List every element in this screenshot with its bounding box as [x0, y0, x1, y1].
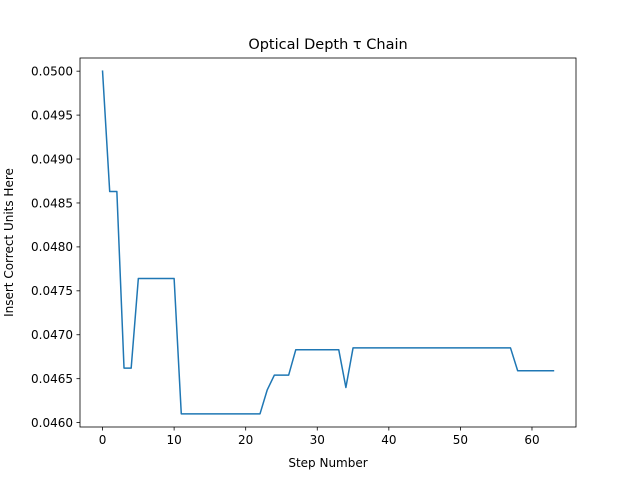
y-tick-label: 0.0470 [31, 328, 73, 342]
x-tick-label: 0 [99, 433, 107, 447]
y-tick-label: 0.0460 [31, 416, 73, 430]
y-tick-label: 0.0495 [31, 108, 73, 122]
x-axis-label: Step Number [288, 456, 367, 470]
plot-frame [79, 57, 577, 428]
x-tick-label: 60 [524, 433, 539, 447]
x-axis: 0 10 20 30 40 50 60 [99, 427, 540, 447]
y-tick-label: 0.0480 [31, 240, 73, 254]
y-tick-label: 0.0485 [31, 196, 73, 210]
y-tick-label: 0.0465 [31, 372, 73, 386]
x-tick-label: 30 [310, 433, 325, 447]
series-line [101, 70, 555, 415]
x-tick-label: 40 [381, 433, 396, 447]
x-tick-label: 20 [238, 433, 253, 447]
y-axis-label: Insert Correct Units Here [2, 168, 16, 317]
y-tick-label: 0.0475 [31, 284, 73, 298]
plot-area [101, 70, 555, 415]
y-axis: 0.0460 0.0465 0.0470 0.0475 0.0480 0.0485 0.04… [31, 64, 80, 430]
y-tick-label: 0.0500 [31, 64, 73, 78]
y-tick-label: 0.0490 [31, 152, 73, 166]
chart-title: Optical Depth τ Chain [248, 37, 407, 53]
x-tick-label: 50 [453, 433, 468, 447]
x-tick-label: 10 [166, 433, 181, 447]
